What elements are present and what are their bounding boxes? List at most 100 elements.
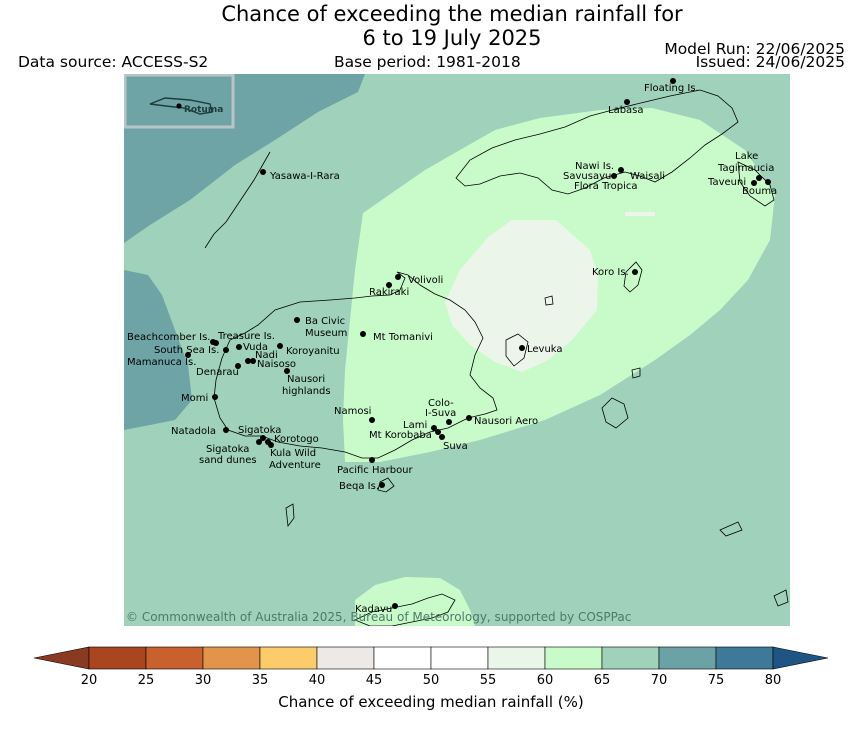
label-nausori-highlands-1: Nausori bbox=[287, 374, 325, 385]
mt-korobaba-marker bbox=[435, 429, 441, 435]
koroyanitu-marker bbox=[277, 343, 283, 349]
small-island-5 bbox=[631, 367, 641, 379]
label-sigatoka-dunes-2: sand dunes bbox=[199, 455, 257, 466]
label-beqa: Beqa Is. bbox=[339, 481, 379, 492]
label-savusavu: Savusavu bbox=[563, 171, 611, 182]
colorbar-segment-65-70 bbox=[601, 646, 660, 670]
nawi-is-marker bbox=[618, 167, 624, 173]
taveuni-marker bbox=[751, 180, 757, 186]
beqa-coast bbox=[377, 477, 395, 493]
vanua-levu-coast bbox=[455, 89, 739, 195]
label-floating-is: Floating Is. bbox=[644, 83, 699, 94]
label-nausori-highlands-2: highlands bbox=[282, 386, 331, 397]
ba-civic-marker bbox=[294, 317, 300, 323]
issued-label: Issued: 24/06/2025 bbox=[695, 53, 845, 71]
colorbar-segment-40-45 bbox=[316, 646, 375, 670]
colorbar-tick-50: 50 bbox=[422, 673, 440, 688]
label-suva: Suva bbox=[443, 441, 468, 452]
label-lake-2: Tagimaucia bbox=[717, 163, 774, 174]
colorbar-under-arrow bbox=[33, 646, 90, 670]
coastlines bbox=[204, 89, 789, 626]
colorbar-segment-35-40 bbox=[259, 646, 318, 670]
colorbar-tick-45: 45 bbox=[365, 673, 383, 688]
lami-marker bbox=[431, 425, 437, 431]
ovalau-coast bbox=[505, 333, 529, 367]
label-waisali: Waisali bbox=[630, 171, 665, 182]
koro-is-marker bbox=[632, 269, 638, 275]
gau-coast bbox=[601, 397, 629, 429]
colorbar-tick-40: 40 bbox=[308, 673, 326, 688]
natadola-marker bbox=[223, 427, 229, 433]
pacific-harbour-marker bbox=[369, 457, 375, 463]
small-island-1 bbox=[285, 503, 295, 528]
label-yasawa: Yasawa-I-Rara bbox=[269, 171, 340, 182]
south-sea-marker bbox=[223, 347, 229, 353]
map-panel: Rotuma bbox=[124, 74, 790, 626]
colo-i-suva-marker bbox=[446, 419, 452, 425]
label-nawi-is: Nawi Is. bbox=[575, 161, 614, 172]
colorbar-segment-25-30 bbox=[145, 646, 204, 670]
floating-is-marker bbox=[670, 78, 676, 84]
viti-levu-coast bbox=[213, 271, 498, 459]
colorbar-tick-25: 25 bbox=[137, 673, 155, 688]
beqa-marker bbox=[379, 482, 385, 488]
taveuni-coast bbox=[737, 161, 775, 207]
colorbar-tick-75: 75 bbox=[707, 673, 725, 688]
label-koroyanitu: Koroyanitu bbox=[286, 346, 340, 357]
label-bouma: Bouma bbox=[742, 186, 777, 197]
title-line-2: 6 to 19 July 2025 bbox=[362, 26, 542, 50]
colorbar-segment-20-25 bbox=[88, 646, 147, 670]
band-60-65-south bbox=[355, 577, 475, 626]
momi-marker bbox=[212, 394, 218, 400]
colorbar-label: Chance of exceeding median rainfall (%) bbox=[278, 693, 584, 711]
small-island-3 bbox=[773, 589, 789, 607]
label-denarau: Denarau bbox=[196, 367, 239, 378]
label-nadi: Nadi bbox=[255, 350, 278, 361]
kadavu-marker bbox=[392, 603, 398, 609]
colorbar-tick-55: 55 bbox=[479, 673, 497, 688]
label-natadola: Natadola bbox=[171, 426, 216, 437]
nadi-marker bbox=[245, 358, 251, 364]
colorbar-segment-75-80 bbox=[715, 646, 774, 670]
volivoli-marker bbox=[395, 274, 401, 280]
label-taveuni: Taveuni bbox=[707, 177, 746, 188]
colorbar-tick-60: 60 bbox=[536, 673, 554, 688]
mt-tomanivi-marker bbox=[360, 331, 366, 337]
label-koro-is: Koro Is. bbox=[592, 267, 629, 278]
bouma-marker bbox=[765, 179, 771, 185]
label-vuda: Vuda bbox=[243, 342, 268, 353]
map-title: Chance of exceeding the median rainfall … bbox=[0, 2, 862, 50]
label-treasure: Treasure Is. bbox=[217, 331, 275, 342]
colorbar-segment-55-60 bbox=[487, 646, 546, 670]
label-lami: Lami bbox=[403, 420, 427, 431]
label-korotogo: Korotogo bbox=[274, 434, 319, 445]
small-island-2 bbox=[719, 521, 743, 537]
nausori-highlands-marker bbox=[284, 368, 290, 374]
label-mamanuca: Mamanuca Is. bbox=[127, 357, 196, 368]
label-ba-civic-1: Ba Civic bbox=[305, 316, 345, 327]
labasa-marker bbox=[624, 99, 630, 105]
label-kula-2: Adventure bbox=[269, 460, 321, 471]
colorbar-segment-60-65 bbox=[544, 646, 603, 670]
label-colo-1: Colo- bbox=[428, 398, 454, 409]
denarau-marker bbox=[235, 363, 241, 369]
colorbar-segment-45-50 bbox=[373, 646, 432, 670]
colorbar-segment-70-75 bbox=[658, 646, 717, 670]
label-namosi: Namosi bbox=[334, 406, 371, 417]
colorbar bbox=[33, 646, 829, 670]
sigatoka-dunes-marker bbox=[256, 439, 262, 445]
sigatoka-marker bbox=[260, 435, 266, 441]
levuka-marker bbox=[519, 345, 525, 351]
label-labasa: Labasa bbox=[608, 105, 644, 116]
kula-marker bbox=[268, 442, 274, 448]
label-lake-1: Lake bbox=[735, 151, 758, 162]
nausori-aero-marker bbox=[466, 415, 472, 421]
mamanuca-marker bbox=[185, 352, 191, 358]
label-mt-tomanivi: Mt Tomanivi bbox=[373, 332, 433, 343]
base-period-label: Base period: 1981-2018 bbox=[334, 53, 521, 71]
kadavu-coast bbox=[353, 593, 456, 626]
yasawa-marker bbox=[260, 169, 266, 175]
label-kula-1: Kula Wild bbox=[270, 448, 316, 459]
savusavu-marker bbox=[611, 173, 617, 179]
colorbar-segments bbox=[88, 646, 774, 670]
